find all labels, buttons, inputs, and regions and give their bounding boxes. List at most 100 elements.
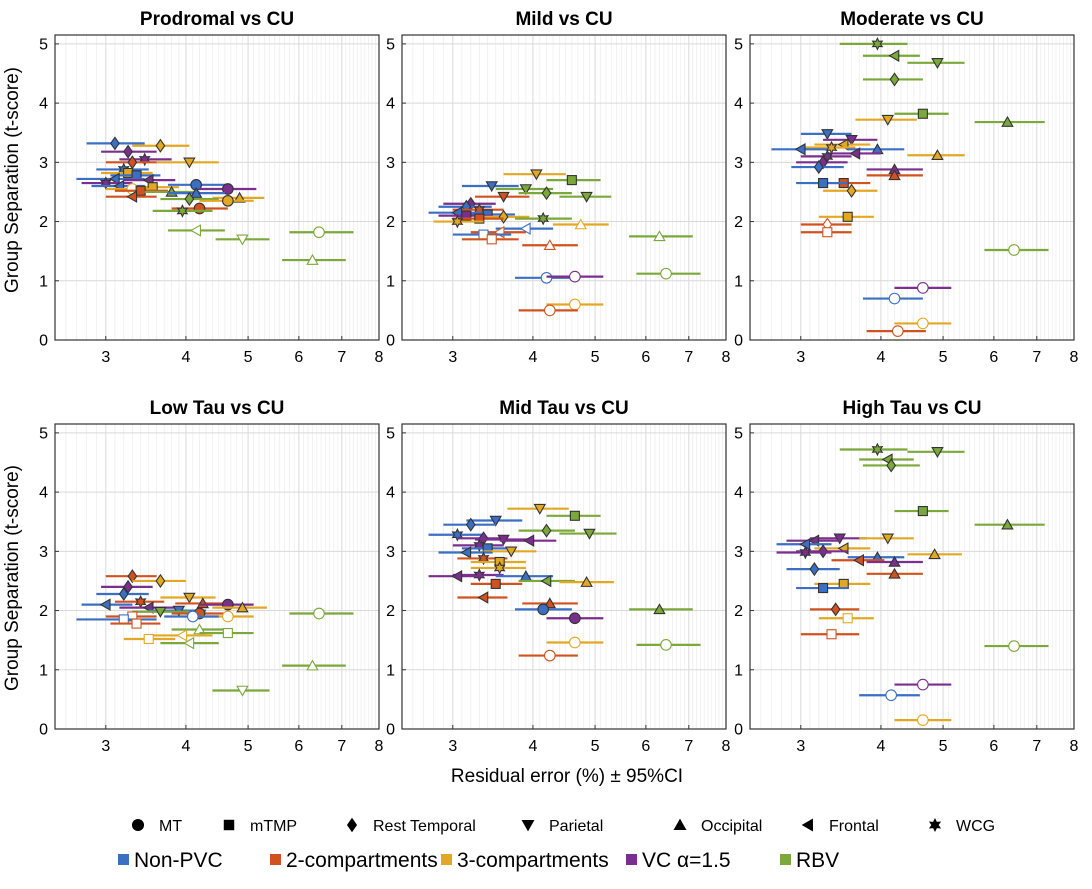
plot-area — [750, 424, 1074, 729]
data-point — [451, 214, 464, 229]
data-point — [569, 636, 581, 649]
data-point — [809, 562, 820, 577]
x-tick-label: 5 — [939, 738, 948, 755]
data-point — [126, 190, 138, 203]
legend: MT mTMP Rest Temporal Parietal Occipital Fron… — [118, 817, 995, 872]
data-point — [799, 545, 812, 560]
panel-title: Low Tau vs CU — [150, 398, 285, 419]
data-point — [135, 185, 146, 196]
data-point — [190, 224, 201, 237]
y-tick-label: 1 — [734, 662, 743, 679]
data-point — [533, 503, 547, 515]
y-tick-label: 3 — [39, 155, 48, 172]
data-point — [193, 623, 206, 635]
data-point — [871, 37, 884, 51]
y-tick-label: 0 — [39, 333, 48, 350]
data-point — [186, 610, 199, 623]
y-tick-label: 3 — [386, 544, 395, 561]
x-tick-label: 4 — [876, 349, 885, 366]
chart-panel: 3 4 5 6 7 8 0 1 2 3 4 5 Mild vs CU — [386, 9, 730, 366]
x-tick-label: 6 — [989, 738, 998, 755]
data-point — [917, 714, 929, 726]
data-point — [313, 226, 325, 239]
y-tick-label: 3 — [386, 155, 395, 172]
x-tick-label: 3 — [101, 349, 110, 366]
data-point — [886, 458, 897, 473]
x-tick-label: 5 — [244, 349, 253, 366]
legend-color-swatch — [270, 854, 281, 865]
data-point — [143, 633, 154, 645]
y-tick-label: 5 — [39, 425, 48, 442]
data-point — [537, 603, 550, 616]
data-point — [830, 602, 841, 617]
data-point — [842, 613, 853, 624]
data-point — [845, 135, 858, 146]
y-tick-label: 0 — [386, 722, 395, 739]
data-point — [306, 659, 319, 671]
data-point — [889, 72, 900, 87]
data-point — [222, 628, 233, 639]
y-tick-label: 2 — [39, 214, 48, 231]
data-point — [519, 184, 533, 196]
data-point — [931, 149, 944, 161]
data-point — [888, 169, 901, 181]
data-point — [917, 282, 929, 294]
y-tick-label: 5 — [386, 36, 395, 53]
y-tick-label: 2 — [734, 214, 743, 231]
plot-area — [55, 35, 379, 340]
data-point — [580, 575, 593, 587]
data-point — [653, 603, 666, 615]
data-point — [184, 191, 195, 207]
data-point — [123, 144, 133, 159]
data-point — [504, 546, 518, 558]
x-tick-label: 3 — [796, 349, 805, 366]
data-point — [888, 555, 901, 567]
data-point — [822, 227, 833, 238]
data-point — [236, 234, 249, 246]
plot-area — [55, 424, 379, 729]
data-point — [1001, 518, 1014, 530]
data-point — [1001, 115, 1014, 127]
data-point — [818, 178, 829, 189]
y-tick-label: 4 — [386, 485, 395, 502]
axes-frame — [749, 423, 1075, 730]
y-tick-label: 4 — [386, 96, 395, 113]
data-point — [1008, 244, 1020, 256]
y-tick-label: 1 — [39, 273, 48, 290]
x-tick-label: 8 — [1070, 738, 1079, 755]
data-point — [931, 447, 944, 458]
x-tick-label: 5 — [591, 349, 600, 366]
data-point — [490, 578, 501, 589]
legend-marker-icon — [673, 818, 687, 830]
data-point — [540, 271, 553, 284]
y-axis-label: Group Separation (t-score) — [2, 465, 23, 691]
legend-marker-label: Rest Temporal — [373, 818, 476, 835]
data-point — [473, 538, 486, 553]
legend-marker-label: MT — [159, 818, 182, 835]
legend-color-label: 2-compartments — [286, 849, 438, 872]
data-point — [222, 183, 234, 195]
data-point — [183, 592, 196, 604]
legend-marker-label: Occipital — [701, 818, 762, 835]
data-point — [846, 183, 857, 198]
y-tick-label: 2 — [386, 603, 395, 620]
x-tick-label: 5 — [244, 738, 253, 755]
data-point — [138, 152, 151, 167]
data-point — [653, 230, 666, 242]
y-tick-label: 0 — [39, 722, 48, 739]
data-point — [222, 194, 234, 207]
plot-area — [750, 35, 1074, 340]
data-point — [222, 610, 234, 623]
y-tick-label: 5 — [39, 36, 48, 53]
x-tick-label: 8 — [1070, 349, 1079, 366]
data-point — [176, 629, 188, 642]
data-point — [489, 515, 502, 527]
data-point — [523, 534, 535, 547]
data-point — [493, 561, 506, 575]
y-tick-label: 2 — [39, 603, 48, 620]
data-point — [99, 598, 111, 611]
x-tick-label: 8 — [375, 349, 384, 366]
x-tick-label: 3 — [796, 738, 805, 755]
